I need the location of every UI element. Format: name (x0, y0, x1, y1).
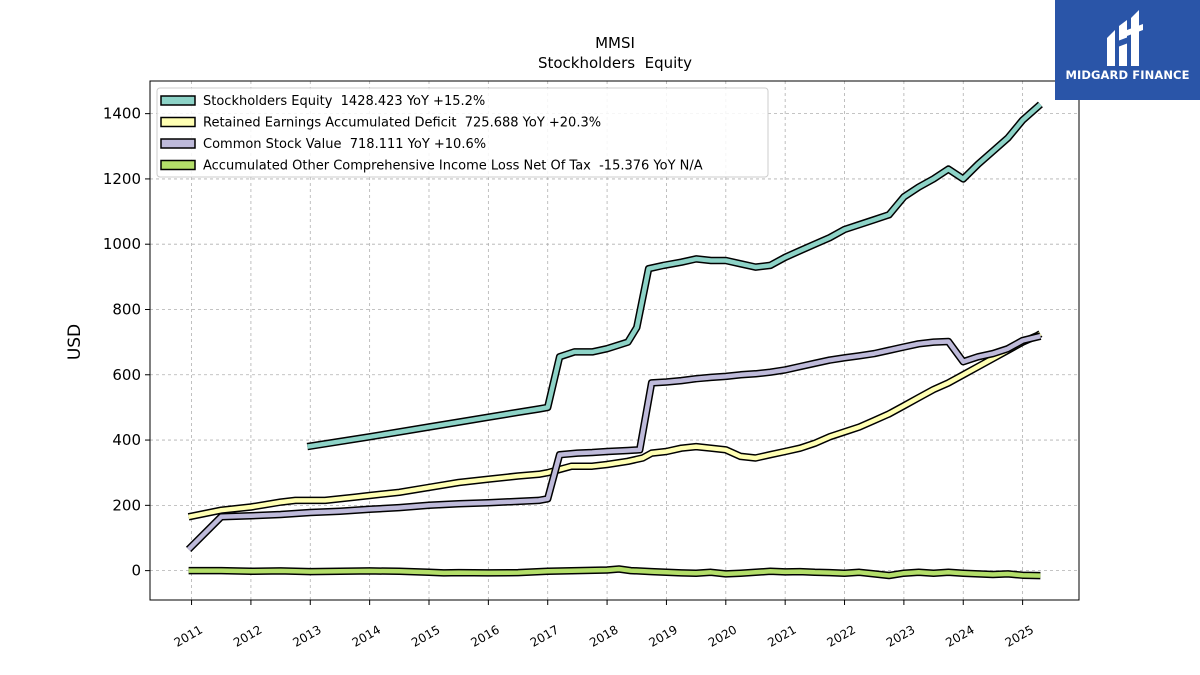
brand-logo-panel (1055, 0, 1200, 100)
legend-label: Common Stock Value 718.111 YoY +10.6% (203, 137, 486, 152)
y-tick-label: 0 (131, 562, 141, 580)
y-axis-label: USD (65, 324, 85, 360)
x-tick-label: 2021 (765, 622, 798, 649)
chart-subtitle: Stockholders Equity (538, 54, 692, 72)
y-tick-label: 800 (112, 300, 141, 318)
x-tick-label: 2016 (468, 622, 501, 649)
x-tick-label: 2013 (290, 622, 323, 649)
legend-label: Retained Earnings Accumulated Deficit 72… (203, 116, 601, 131)
plot-frame (149, 80, 1080, 601)
series-line (188, 566, 1041, 578)
x-tick-label: 2018 (587, 622, 620, 649)
x-tick-label: 2024 (943, 622, 976, 649)
y-tick-label: 400 (112, 431, 141, 449)
x-tick-label: 2011 (172, 622, 205, 649)
x-tick-label: 2025 (1003, 622, 1036, 649)
x-tick-label: 2022 (825, 622, 858, 649)
legend-swatch (160, 95, 196, 106)
x-tick-label: 2023 (884, 622, 917, 649)
x-tick-label: 2020 (706, 622, 739, 649)
series-line (188, 331, 1042, 520)
legend-swatch (160, 116, 196, 128)
series-line (306, 102, 1042, 449)
y-tick-label: 1000 (103, 235, 141, 253)
series-line-outline (187, 330, 1043, 521)
y-tick-label: 200 (112, 496, 141, 514)
legend-swatch (160, 159, 196, 171)
y-tick-label: 1400 (103, 105, 141, 123)
legend: Stockholders Equity 1428.423 YoY +15.2% R… (156, 87, 769, 178)
midgard-logo-icon (1107, 10, 1143, 66)
legend-label: Stockholders Equity 1428.423 YoY +15.2% (203, 94, 485, 109)
x-tick-label: 2012 (231, 622, 264, 649)
legend-label: Accumulated Other Comprehensive Income L… (203, 159, 703, 174)
legend-box (156, 87, 769, 178)
y-tick-label: 600 (112, 366, 141, 384)
legend-swatch (160, 138, 196, 149)
brand-logo-text: MIDGARD FINANCE (1065, 68, 1190, 82)
x-tick-label: 2019 (646, 622, 679, 649)
x-tick-label: 2015 (409, 622, 442, 649)
x-tick-label: 2017 (528, 622, 561, 649)
x-tick-label: 2014 (350, 622, 383, 649)
series-lines (185, 101, 1043, 580)
chart-title: MMSI (595, 34, 635, 52)
y-tick-label: 1200 (103, 170, 141, 188)
series-line (187, 334, 1041, 551)
